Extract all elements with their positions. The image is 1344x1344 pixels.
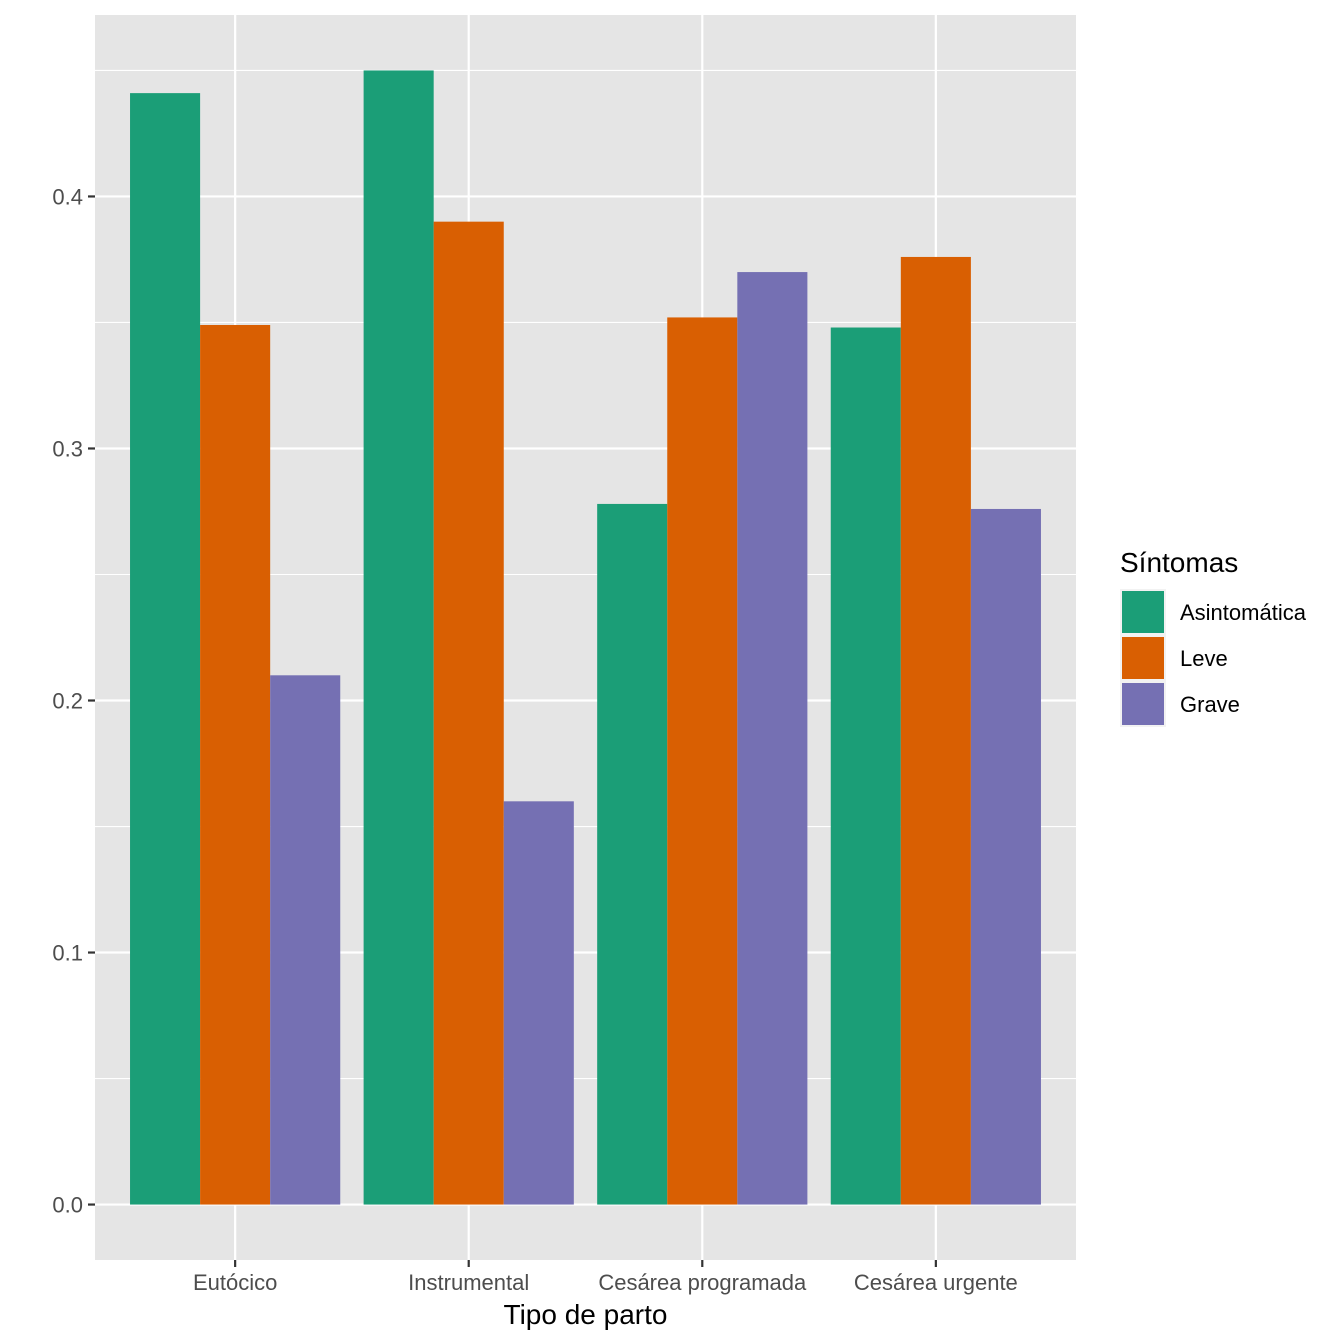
x-tick-label: Cesárea programada (598, 1270, 807, 1295)
x-axis-title: Tipo de parto (504, 1299, 668, 1330)
legend-title: Síntomas (1120, 547, 1238, 578)
x-tick-label: Eutócico (193, 1270, 277, 1295)
legend-label: Leve (1180, 646, 1228, 671)
legend-swatch (1122, 683, 1164, 725)
legend-swatch (1122, 637, 1164, 679)
x-tick-label: Cesárea urgente (854, 1270, 1018, 1295)
x-axis: Eutócico Instrumental Cesárea programada Ce… (193, 1260, 1018, 1295)
y-tick-label: 0.2 (52, 689, 83, 714)
y-tick-label: 0.0 (52, 1193, 83, 1218)
y-tick-label: 0.4 (52, 184, 83, 209)
bar-asintomática-3 (597, 503, 668, 1205)
bar-asintomática-4 (830, 327, 901, 1205)
x-tick-label: Instrumental (408, 1270, 529, 1295)
bar-leve-1 (200, 324, 271, 1205)
bar-asintomática-2 (363, 70, 434, 1205)
bar-leve-3 (667, 317, 738, 1205)
y-axis: 0.0 0.1 0.2 0.3 0.4 (52, 184, 95, 1218)
legend-swatch (1122, 591, 1164, 633)
bar-grave-4 (970, 508, 1041, 1205)
bar-leve-2 (433, 221, 504, 1205)
legend-label: Asintomática (1180, 600, 1307, 625)
legend: Síntomas Asintomática Leve Grave (1120, 547, 1307, 727)
legend-label: Grave (1180, 692, 1240, 717)
bar-grave-2 (503, 801, 574, 1205)
y-tick-label: 0.1 (52, 941, 83, 966)
bar-asintomática-1 (130, 93, 201, 1205)
y-tick-label: 0.3 (52, 436, 83, 461)
bars (130, 70, 1041, 1205)
bar-grave-1 (270, 675, 341, 1205)
bar-leve-4 (900, 256, 971, 1205)
bar-grave-3 (737, 272, 808, 1205)
